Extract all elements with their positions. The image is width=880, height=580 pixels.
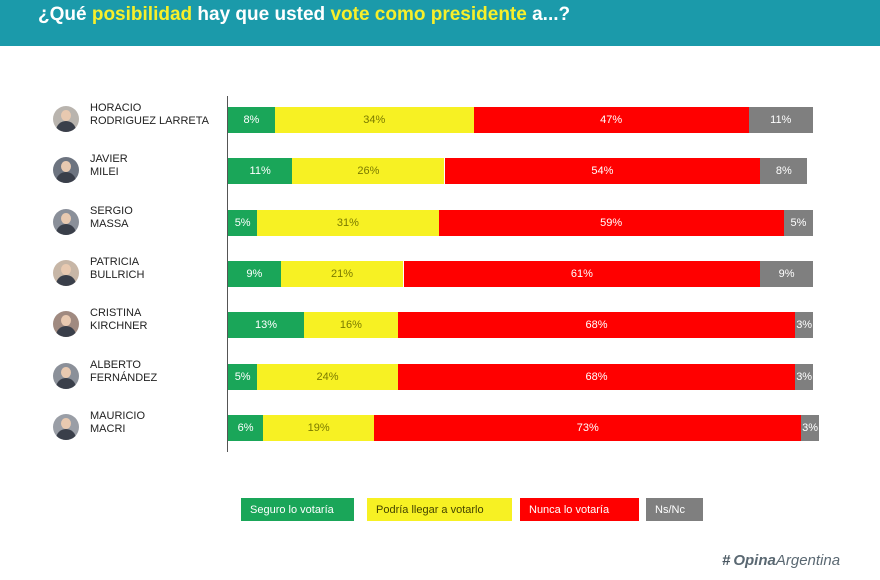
bar-segment-nsnc: 3%	[801, 415, 819, 441]
bar-segment-nsnc: 5%	[783, 210, 814, 236]
chart-row: HORACIO RODRIGUEZ LARRETA 8% 34% 47% 11%	[0, 102, 880, 133]
candidate-photo	[53, 260, 79, 286]
bar-segment-nunca: 73%	[374, 415, 802, 441]
candidate-name: HORACIO RODRIGUEZ LARRETA	[90, 102, 209, 127]
data-label: 13%	[254, 319, 278, 331]
data-label: 26%	[357, 165, 380, 177]
bar-segment-nsnc: 9%	[760, 261, 813, 287]
data-label: 59%	[600, 217, 623, 229]
bar-segment-seguro: 9%	[228, 261, 281, 287]
bar-segment-seguro: 13%	[228, 312, 304, 338]
chart-row: ALBERTO FERNÁNDEZ 5% 24% 68% 3%	[0, 359, 880, 390]
bar-segment-podria: 24%	[257, 364, 398, 390]
candidate-photo	[53, 209, 79, 235]
data-label: 8%	[775, 165, 792, 177]
y-axis-line	[227, 96, 228, 452]
brand-logo: # OpinaArgentina	[722, 552, 841, 569]
bar-segment-podria: 19%	[263, 415, 375, 441]
chart-row: CRISTINA KIRCHNER 13% 16% 68% 3%	[0, 307, 880, 338]
chart-area: HORACIO RODRIGUEZ LARRETA 8% 34% 47% 11% JAVIE…	[0, 102, 880, 441]
data-label: 3%	[796, 371, 813, 383]
bar-segment-nunca: 47%	[473, 107, 749, 133]
candidate-photo	[53, 311, 79, 337]
data-label: 6%	[237, 422, 254, 434]
bar-segment-nunca: 68%	[397, 312, 796, 338]
bar-segment-seguro: 5%	[228, 364, 258, 390]
bar-segment-podria: 16%	[304, 312, 398, 338]
data-label: 47%	[600, 114, 623, 126]
data-label: 68%	[585, 319, 608, 331]
data-label: 19%	[307, 422, 330, 434]
legend-item-podria: Podría llegar a votarlo	[367, 498, 512, 521]
data-label: 5%	[790, 217, 807, 229]
data-label: 68%	[585, 371, 608, 383]
candidate-name: SERGIO MASSA	[90, 205, 133, 230]
header-bar	[0, 0, 880, 46]
data-label: 3%	[796, 319, 813, 331]
data-label: 34%	[363, 114, 386, 126]
candidate-name: MAURICIO MACRI	[90, 410, 145, 435]
candidate-name: CRISTINA KIRCHNER	[90, 307, 148, 332]
data-label: 73%	[576, 422, 599, 434]
chart-title: ¿Qué posibilidad hay que usted vote como…	[38, 4, 571, 25]
bar-segment-seguro: 6%	[228, 415, 264, 441]
legend-item-seguro: Seguro lo votaría	[241, 498, 354, 521]
bar-segment-nsnc: 3%	[795, 312, 813, 338]
bar-segment-seguro: 11%	[228, 158, 293, 184]
bar-segment-nunca: 59%	[438, 210, 784, 236]
data-label: 5%	[234, 217, 251, 229]
chart-row: SERGIO MASSA 5% 31% 59% 5%	[0, 205, 880, 236]
data-label: 3%	[802, 422, 818, 434]
chart-row: PATRICIA BULLRICH 9% 21% 61% 9%	[0, 256, 880, 287]
data-label: 31%	[336, 217, 359, 229]
data-label: 8%	[243, 114, 260, 126]
data-label: 16%	[339, 319, 362, 331]
chart-row: MAURICIO MACRI 6% 19% 73% 3%	[0, 410, 880, 441]
bar-segment-nunca: 68%	[397, 364, 796, 390]
data-label: 11%	[249, 165, 271, 177]
bar-segment-nsnc: 11%	[748, 107, 813, 133]
data-label: 9%	[246, 268, 263, 280]
candidate-photo	[53, 363, 79, 389]
bar-segment-seguro: 5%	[228, 210, 258, 236]
bar-segment-nsnc: 3%	[795, 364, 813, 390]
data-label: 54%	[591, 165, 614, 177]
candidate-name: JAVIER MILEI	[90, 153, 128, 178]
legend-item-nunca: Nunca lo votaría	[520, 498, 639, 521]
data-label: 21%	[330, 268, 353, 280]
data-label: 5%	[234, 371, 251, 383]
bar-segment-podria: 21%	[280, 261, 404, 287]
bar-segment-nunca: 54%	[444, 158, 761, 184]
data-label: 61%	[570, 268, 593, 280]
candidate-photo	[53, 157, 79, 183]
bar-segment-seguro: 8%	[228, 107, 275, 133]
candidate-photo	[53, 106, 79, 132]
bar-segment-nunca: 61%	[403, 261, 761, 287]
candidate-name: PATRICIA BULLRICH	[90, 256, 145, 281]
data-label: 24%	[316, 371, 339, 383]
candidate-name: ALBERTO FERNÁNDEZ	[90, 359, 158, 384]
data-label: 11%	[770, 114, 792, 126]
chart-row: JAVIER MILEI 11% 26% 54% 8%	[0, 153, 880, 184]
legend-item-nsnc: Ns/Nc	[646, 498, 703, 521]
bar-segment-podria: 34%	[274, 107, 474, 133]
data-label: 9%	[778, 268, 795, 280]
bar-segment-podria: 31%	[257, 210, 439, 236]
bar-segment-nsnc: 8%	[760, 158, 808, 184]
candidate-photo	[53, 414, 79, 440]
bar-segment-podria: 26%	[292, 158, 445, 184]
